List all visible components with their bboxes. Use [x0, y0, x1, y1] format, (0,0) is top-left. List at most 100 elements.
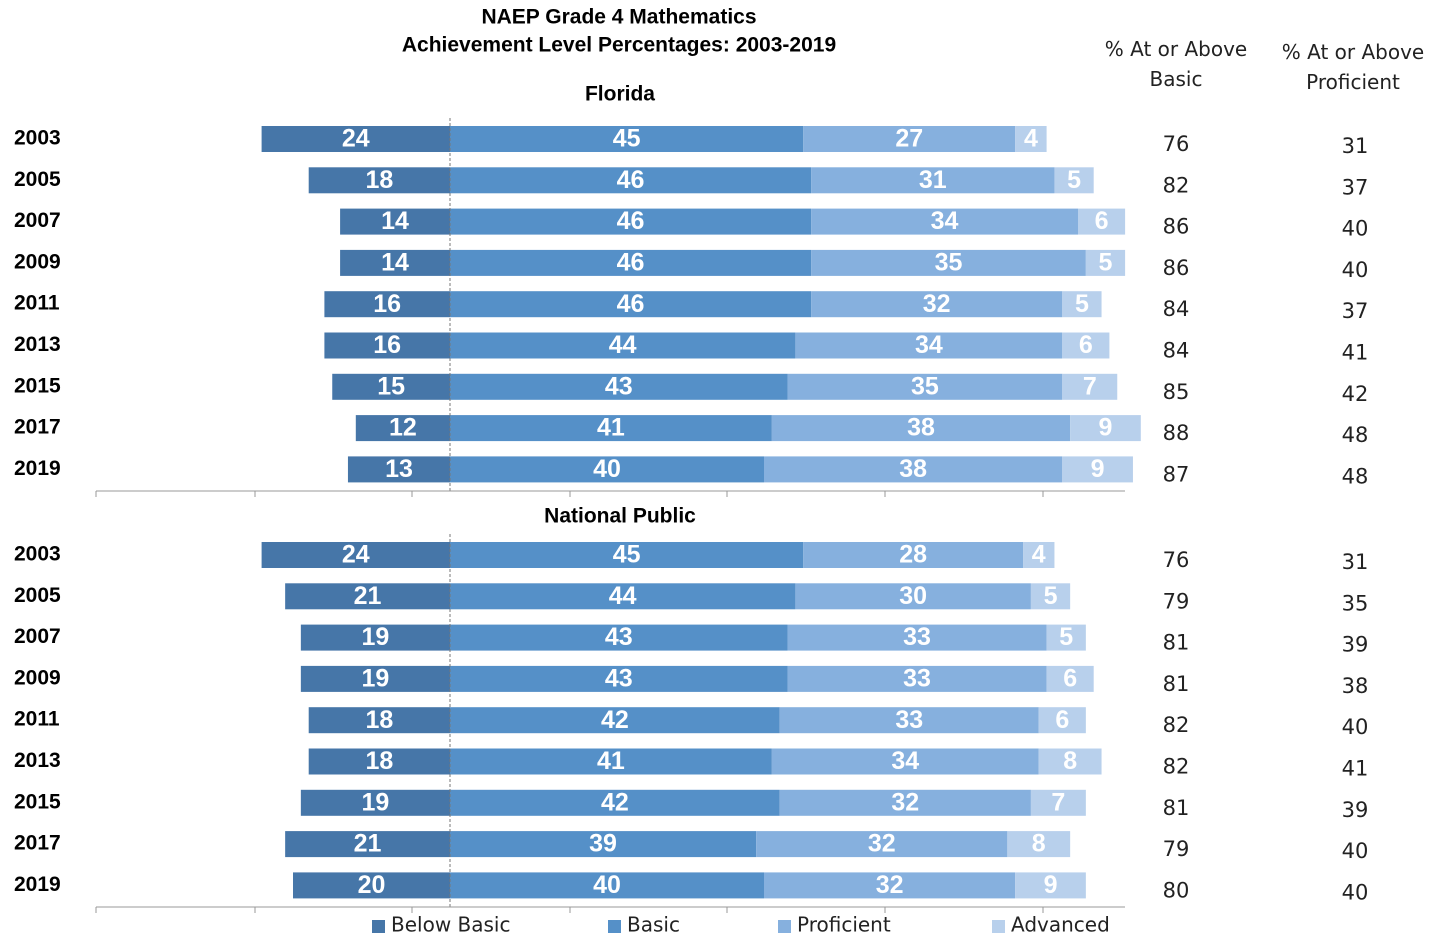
proficient-percent: 42 [1342, 382, 1369, 406]
row-label: 2011 [14, 292, 60, 315]
bar-segment [340, 249, 450, 276]
value-label: 32 [891, 788, 919, 816]
proficient-percent: 39 [1342, 798, 1369, 822]
bar-segment [1085, 249, 1126, 276]
basic-percent: 84 [1163, 297, 1190, 321]
bar-segment [340, 208, 450, 235]
value-label: 9 [1091, 455, 1105, 483]
value-label: 6 [1063, 665, 1077, 693]
value-label: 14 [381, 249, 409, 277]
column-header: % At or Above Proficient [1281, 40, 1425, 94]
basic-percent: 81 [1163, 631, 1190, 655]
value-label: 45 [613, 541, 641, 569]
value-label: 12 [389, 414, 417, 442]
value-label: 15 [377, 372, 405, 400]
basic-percent: 88 [1163, 421, 1190, 445]
bar-segment [285, 583, 450, 610]
legend-swatch [778, 920, 791, 933]
value-label: 18 [365, 166, 393, 194]
value-label: 44 [609, 582, 637, 610]
row-label: 2017 [14, 832, 61, 855]
basic-percent: 86 [1163, 215, 1190, 239]
bar-segment [450, 456, 764, 483]
value-label: 7 [1051, 788, 1065, 816]
legend-label: Proficient [797, 913, 891, 937]
bar-segment [300, 624, 450, 651]
bar-segment [450, 748, 772, 775]
legend-swatch [608, 920, 621, 933]
bar-segment [355, 415, 450, 442]
bar-segment [771, 748, 1039, 775]
value-label: 40 [593, 455, 621, 483]
bar-segment [1078, 208, 1126, 235]
value-label: 33 [895, 706, 923, 734]
row-label: 2015 [14, 790, 61, 813]
row-label: 2007 [14, 209, 61, 232]
bar-segment [285, 831, 450, 858]
bar-segment [450, 291, 812, 318]
bar-segment [1062, 332, 1110, 359]
bar-segment [347, 456, 450, 483]
bar-segment [300, 665, 450, 692]
value-label: 35 [911, 372, 939, 400]
row-label: 2003 [14, 543, 61, 566]
bar-segment [1054, 167, 1094, 194]
bar-segment [779, 707, 1039, 734]
row-label: 2007 [14, 625, 61, 648]
row-label: 2005 [14, 584, 61, 607]
bar-segment [787, 373, 1063, 400]
value-label: 6 [1095, 207, 1109, 235]
value-label: 9 [1099, 414, 1113, 442]
row-label: 2015 [14, 374, 61, 397]
bar-segment [450, 249, 812, 276]
row-label: 2019 [14, 457, 61, 480]
value-label: 6 [1055, 706, 1069, 734]
value-label: 4 [1024, 125, 1038, 153]
bar-segment [450, 665, 788, 692]
basic-percent: 81 [1163, 796, 1190, 820]
bar-segment [450, 583, 796, 610]
bar-segment [1038, 748, 1102, 775]
proficient-percent: 31 [1342, 134, 1369, 158]
bar-segment [261, 542, 450, 568]
value-label: 19 [362, 665, 390, 693]
row-label: 2013 [14, 749, 61, 772]
value-label: 46 [617, 166, 645, 194]
proficient-percent: 48 [1342, 423, 1369, 447]
bar-segment [450, 332, 796, 359]
basic-percent: 81 [1163, 672, 1190, 696]
bar-segment [756, 831, 1008, 858]
value-label: 44 [609, 331, 637, 359]
basic-percent: 82 [1163, 755, 1190, 779]
bar-segment [1023, 542, 1055, 568]
value-label: 18 [365, 747, 393, 775]
bar-segment [450, 415, 772, 442]
value-label: 9 [1044, 871, 1058, 899]
value-label: 33 [903, 623, 931, 651]
value-label: 7 [1083, 372, 1097, 400]
value-label: 32 [923, 290, 951, 318]
row-label: 2005 [14, 168, 61, 191]
value-label: 41 [597, 747, 625, 775]
proficient-percent: 40 [1342, 258, 1369, 282]
value-label: 31 [919, 166, 947, 194]
value-label: 46 [617, 290, 645, 318]
bar-segment [1062, 291, 1102, 318]
basic-percent: 87 [1163, 462, 1190, 486]
bar-segment [795, 583, 1031, 610]
panel-title: National Public [544, 505, 696, 528]
value-label: 20 [358, 871, 386, 899]
bar-segment [308, 167, 450, 194]
value-label: 19 [362, 623, 390, 651]
bar-segment [300, 789, 450, 816]
bar-segment [261, 126, 450, 152]
bar-segment [450, 831, 757, 858]
bar-segment [450, 624, 788, 651]
proficient-percent: 38 [1342, 674, 1369, 698]
bar-segment [787, 665, 1047, 692]
basic-percent: 76 [1163, 548, 1190, 572]
value-label: 32 [868, 830, 896, 858]
row-label: 2011 [14, 708, 60, 731]
value-label: 16 [373, 331, 401, 359]
proficient-percent: 40 [1342, 217, 1369, 241]
